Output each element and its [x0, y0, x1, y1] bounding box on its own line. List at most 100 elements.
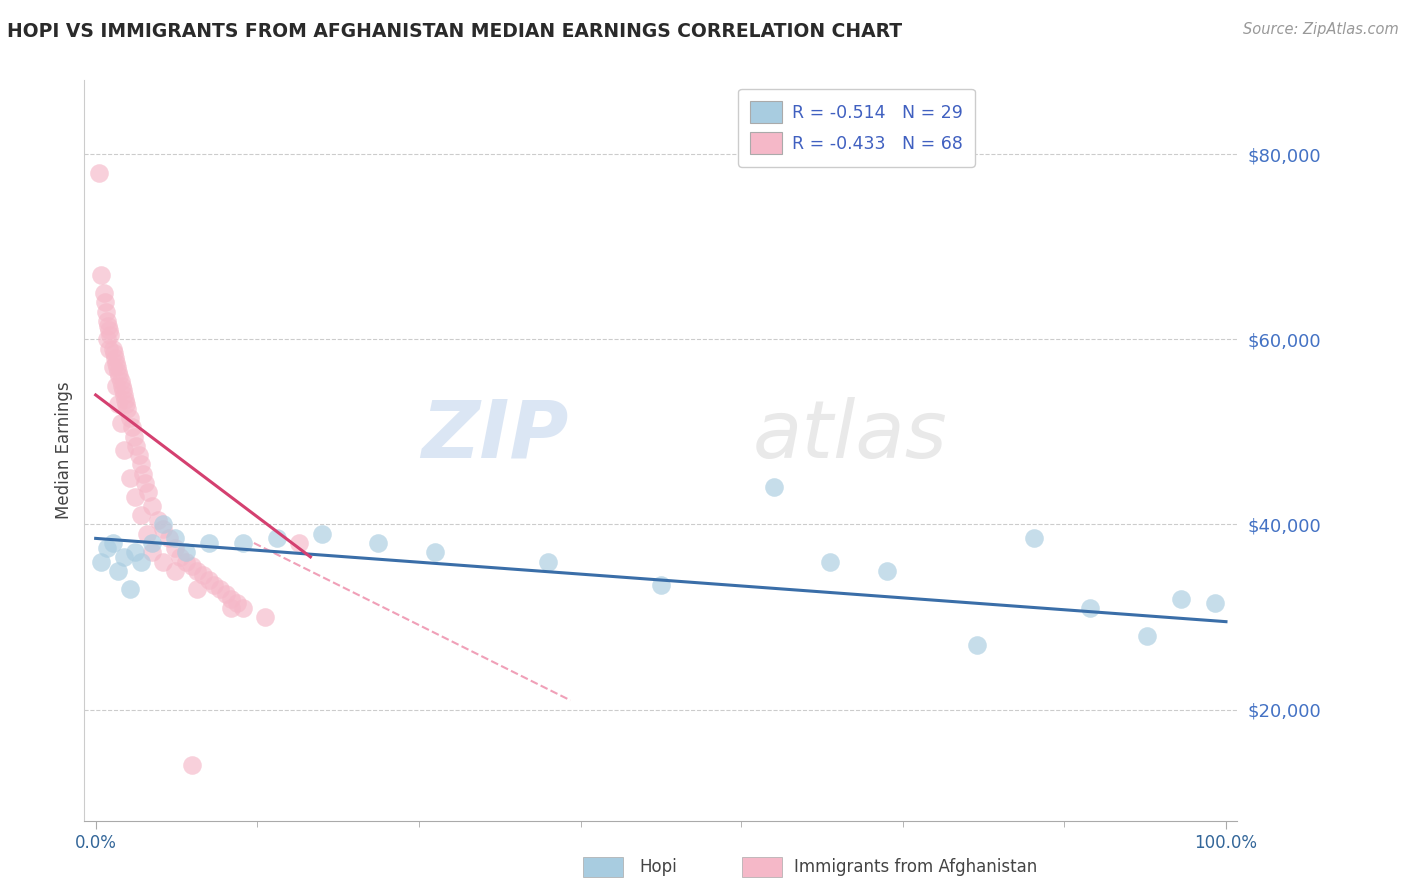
Point: [152, 522, 174, 536]
Point: [129, 554, 152, 569]
Point: [124, 490, 146, 504]
Point: [163, 532, 186, 546]
Text: Hopi: Hopi: [640, 858, 678, 876]
Point: [129, 458, 152, 472]
Point: [1170, 591, 1192, 606]
Point: [112, 549, 135, 564]
Point: [226, 596, 249, 610]
Point: [163, 541, 186, 555]
Point: [1078, 600, 1101, 615]
Text: atlas: atlas: [754, 397, 948, 475]
Point: [107, 397, 129, 411]
Point: [135, 526, 157, 541]
Point: [174, 554, 197, 569]
Point: [114, 392, 136, 407]
Point: [107, 365, 129, 379]
Point: [101, 342, 124, 356]
Point: [762, 480, 785, 494]
Point: [103, 346, 125, 360]
Point: [96, 541, 118, 555]
Legend: R = -0.514   N = 29, R = -0.433   N = 68: R = -0.514 N = 29, R = -0.433 N = 68: [738, 89, 974, 167]
Point: [180, 758, 202, 772]
Point: [121, 420, 143, 434]
Point: [966, 638, 988, 652]
Point: [118, 411, 141, 425]
Point: [105, 355, 128, 369]
Point: [152, 517, 174, 532]
Point: [128, 448, 150, 462]
Point: [254, 610, 277, 624]
Point: [876, 564, 898, 578]
Point: [93, 295, 115, 310]
Point: [197, 536, 219, 550]
Point: [112, 443, 135, 458]
Point: [115, 397, 138, 411]
Point: [96, 333, 118, 347]
Text: Source: ZipAtlas.com: Source: ZipAtlas.com: [1243, 22, 1399, 37]
Point: [124, 545, 146, 559]
Point: [1022, 532, 1045, 546]
Point: [186, 582, 208, 597]
Point: [117, 401, 139, 416]
Point: [90, 554, 112, 569]
Point: [214, 587, 236, 601]
Point: [367, 536, 389, 550]
Point: [93, 286, 115, 301]
Point: [537, 554, 560, 569]
Text: Immigrants from Afghanistan: Immigrants from Afghanistan: [794, 858, 1038, 876]
Point: [101, 536, 124, 550]
Point: [134, 475, 156, 490]
Point: [98, 327, 121, 342]
Point: [186, 564, 208, 578]
Point: [110, 374, 132, 388]
Point: [202, 577, 225, 591]
Point: [122, 429, 145, 443]
Point: [107, 564, 129, 578]
Point: [118, 471, 141, 485]
Point: [1136, 628, 1159, 642]
Point: [98, 323, 121, 337]
Point: [108, 369, 131, 384]
Point: [104, 351, 127, 365]
Point: [311, 526, 333, 541]
Point: [650, 577, 672, 591]
Point: [157, 532, 180, 546]
Point: [111, 384, 134, 398]
Point: [174, 545, 197, 559]
Point: [169, 549, 191, 564]
Text: HOPI VS IMMIGRANTS FROM AFGHANISTAN MEDIAN EARNINGS CORRELATION CHART: HOPI VS IMMIGRANTS FROM AFGHANISTAN MEDI…: [7, 22, 903, 41]
Point: [96, 314, 118, 328]
Point: [266, 532, 288, 546]
Point: [180, 559, 202, 574]
Point: [112, 388, 135, 402]
Point: [232, 536, 254, 550]
Point: [288, 536, 311, 550]
Point: [105, 378, 128, 392]
Point: [105, 360, 128, 375]
Point: [129, 508, 152, 523]
Point: [820, 554, 842, 569]
Point: [423, 545, 446, 559]
Point: [197, 573, 219, 587]
Point: [90, 268, 112, 282]
Point: [141, 545, 163, 559]
Point: [232, 600, 254, 615]
Point: [111, 378, 134, 392]
Point: [125, 439, 148, 453]
Point: [1204, 596, 1226, 610]
Point: [191, 568, 214, 582]
Point: [98, 342, 121, 356]
Y-axis label: Median Earnings: Median Earnings: [55, 382, 73, 519]
Point: [94, 304, 117, 318]
Point: [136, 485, 159, 500]
Point: [152, 554, 174, 569]
Text: ZIP: ZIP: [422, 397, 568, 475]
Point: [208, 582, 231, 597]
Point: [87, 166, 110, 180]
Point: [141, 499, 163, 513]
Point: [101, 360, 124, 375]
Point: [221, 600, 243, 615]
Point: [118, 582, 141, 597]
Point: [110, 416, 132, 430]
Point: [163, 564, 186, 578]
